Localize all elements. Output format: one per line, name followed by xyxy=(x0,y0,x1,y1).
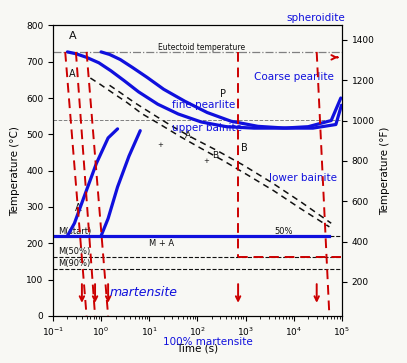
Text: martensite: martensite xyxy=(109,286,177,299)
Text: M + A: M + A xyxy=(149,239,174,248)
Y-axis label: Temperature (°F): Temperature (°F) xyxy=(380,126,390,215)
Text: Coarse pearlite: Coarse pearlite xyxy=(254,72,334,82)
Text: lower bainite: lower bainite xyxy=(269,174,337,184)
Text: Eutectoid temperature: Eutectoid temperature xyxy=(158,43,245,52)
Text: fine pearlite: fine pearlite xyxy=(172,100,236,110)
Text: +: + xyxy=(203,158,209,164)
Text: A: A xyxy=(185,131,191,140)
Text: 100% martensite: 100% martensite xyxy=(163,337,252,347)
Text: P: P xyxy=(220,89,226,99)
Text: A: A xyxy=(74,203,81,213)
Text: A: A xyxy=(70,69,76,79)
Text: M(50%): M(50%) xyxy=(58,248,91,257)
Text: B: B xyxy=(241,143,247,153)
Text: +: + xyxy=(158,142,164,148)
Text: A: A xyxy=(70,31,77,41)
Text: 50%: 50% xyxy=(275,227,293,236)
Text: M(90%): M(90%) xyxy=(58,260,91,269)
Text: spheroidite: spheroidite xyxy=(286,12,345,23)
Text: upper bainite: upper bainite xyxy=(172,123,242,133)
X-axis label: Time (s): Time (s) xyxy=(176,343,219,354)
Text: B: B xyxy=(212,151,218,160)
Y-axis label: Temperature (°C): Temperature (°C) xyxy=(11,126,20,216)
Text: M(start): M(start) xyxy=(58,227,92,236)
